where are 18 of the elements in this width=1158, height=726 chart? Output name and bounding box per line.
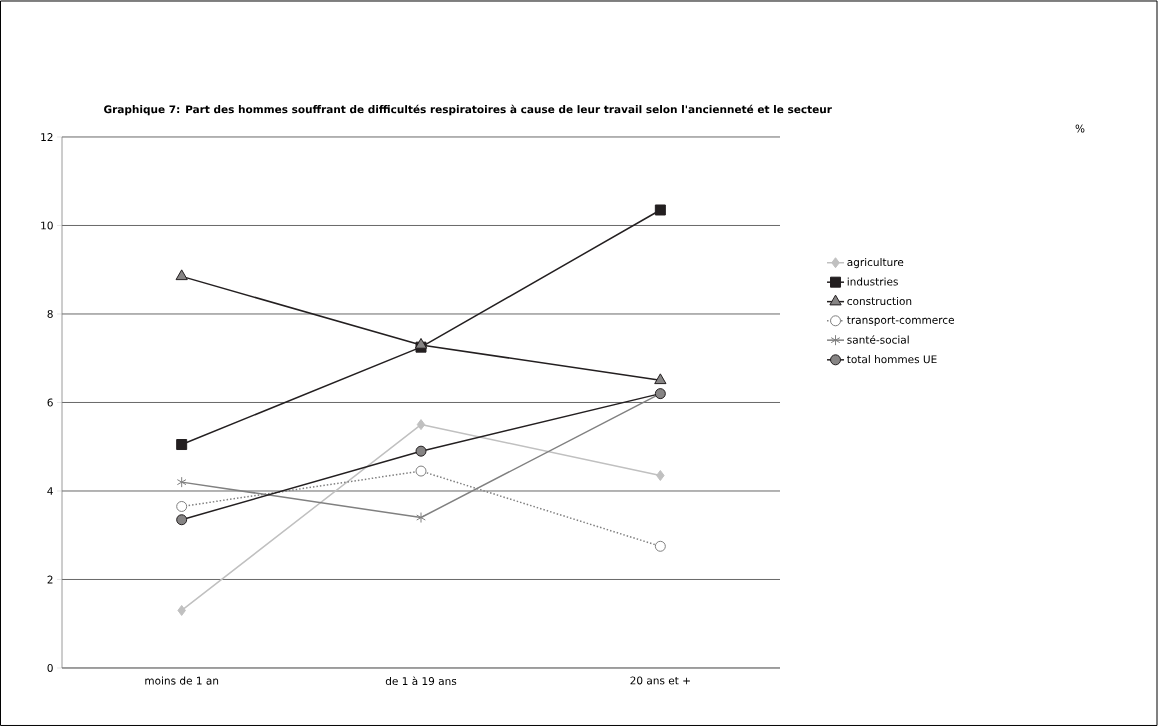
legend-label: construction: [847, 296, 912, 306]
legend-label: industries: [847, 277, 898, 286]
x-tick-label: de 1 à 19 ans: [385, 676, 457, 686]
legend-label: agriculture: [847, 257, 904, 269]
y-tick-label: 6: [47, 398, 53, 407]
legend-label: santé-social: [847, 335, 909, 344]
chart-title: Graphique 7: Part des hommes souffrant de difficultés respiratoires à cause de leur travail selon l'ancienneté et le secteur: [104, 104, 832, 116]
y-tick-label: 8: [47, 310, 53, 318]
y-tick-label: 2: [47, 575, 53, 584]
x-tick-label: 20 ans et +: [630, 676, 690, 685]
text: %: [1075, 124, 1085, 133]
y-tick-label: 10: [41, 221, 53, 230]
y-tick-label: 4: [47, 487, 53, 495]
y-tick-label: 12: [41, 133, 53, 141]
legend-label: transport-commerce: [847, 316, 954, 326]
y-tick-label: 0: [47, 664, 53, 672]
legend-label: total hommes UE: [847, 355, 937, 364]
x-tick-label: moins de 1 an: [145, 676, 219, 685]
